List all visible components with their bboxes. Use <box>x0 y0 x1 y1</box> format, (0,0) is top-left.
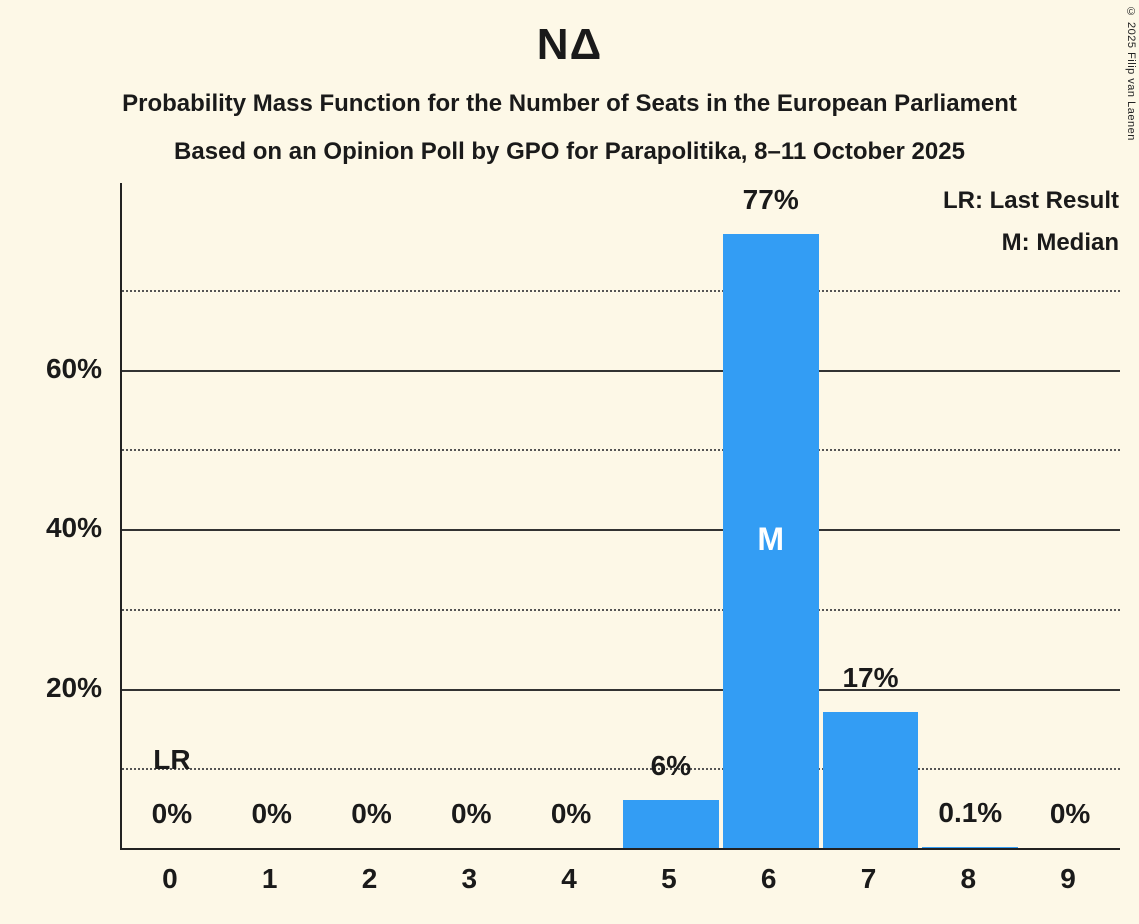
bar-value-label-0: 0% <box>151 798 193 829</box>
legend-median: M: Median <box>1001 229 1119 256</box>
gridline-dotted-30 <box>122 608 1120 611</box>
bar-value-label-1: 0% <box>251 798 292 829</box>
copyright-notice: © 2025 Filip van Laenen <box>1125 6 1137 141</box>
x-axis-label-1: 1 <box>261 863 278 894</box>
x-axis-label-0: 0 <box>162 863 178 894</box>
x-axis-label-2: 2 <box>361 863 378 894</box>
bar-seats-5 <box>623 800 719 848</box>
bar-value-label-7: 17% <box>842 662 899 694</box>
x-axis-label-9: 9 <box>1060 863 1076 894</box>
gridline-dotted-50 <box>122 449 1120 452</box>
x-axis-label-3: 3 <box>461 863 478 894</box>
bar-value-label-3: 0% <box>451 798 492 829</box>
chart-title: ΝΔ <box>536 20 603 69</box>
bar-value-label-6: 77% <box>742 184 799 216</box>
gridline-dotted-10 <box>122 768 1120 771</box>
bar-value-label-4: 0% <box>550 798 592 829</box>
x-axis-label-8: 8 <box>960 863 977 894</box>
chart-subtitle-line2: Based on an Opinion Poll by GPO for Para… <box>174 138 965 165</box>
bar-seats-7 <box>822 712 919 848</box>
x-axis-label-7: 7 <box>860 863 877 894</box>
y-axis-label-40%: 40% <box>45 512 102 544</box>
bar-value-label-9: 0% <box>1049 798 1091 829</box>
legend-last-result: LR: Last Result <box>942 187 1119 214</box>
gridline-solid-60 <box>122 369 1120 372</box>
bar-seats-6 <box>722 234 819 848</box>
gridline-solid-20 <box>122 688 1120 691</box>
y-axis-label-60%: 60% <box>45 352 102 384</box>
bar-value-label-2: 0% <box>351 798 392 829</box>
x-axis-label-5: 5 <box>661 863 677 894</box>
median-marker: M <box>757 521 785 557</box>
bar-seats-8 <box>922 847 1019 848</box>
gridline-dotted-70 <box>122 289 1120 292</box>
gridline-solid-40 <box>122 529 1120 532</box>
plot-area: 0% 0% 0% 0% 0% 6% 77% 17% 0.1% 0% M LR <box>120 183 1120 850</box>
bar-value-label-5: 6% <box>650 750 692 782</box>
x-axis-label-6: 6 <box>760 863 777 894</box>
chart-subtitle-line1: Probability Mass Function for the Number… <box>122 90 1017 117</box>
x-axis-label-4: 4 <box>561 863 577 894</box>
y-axis-label-20%: 20% <box>45 671 102 703</box>
x-axis-labels: 0 1 2 3 4 5 6 7 8 9 <box>120 863 1120 908</box>
bar-value-label-8: 0.1% <box>938 797 1003 829</box>
chart-legend: LR: Last Result M: Median <box>943 187 1119 271</box>
last-result-marker: LR <box>153 744 191 775</box>
